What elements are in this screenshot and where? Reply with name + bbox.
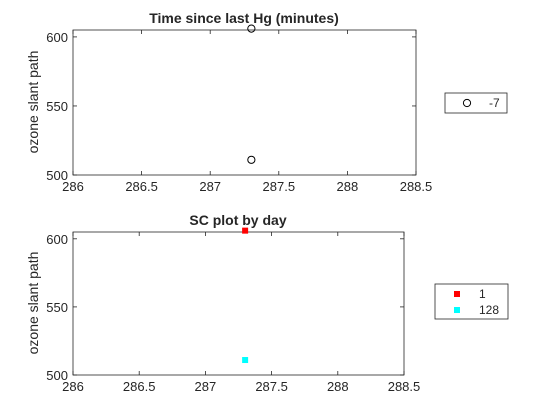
data-markers: [242, 227, 249, 364]
data-point: [247, 155, 256, 164]
legend-marker: [454, 307, 460, 313]
legend-label: 1: [479, 287, 486, 301]
y-tick-label: 600: [46, 232, 68, 247]
x-tick-label: 287: [199, 179, 221, 194]
x-tick-label: 286: [62, 179, 84, 194]
legend: -7: [444, 92, 508, 114]
legend-marker: [462, 98, 472, 108]
x-tick-label: 287.5: [263, 179, 296, 194]
data-point: [247, 24, 256, 33]
data-markers: [247, 24, 256, 164]
legend-marker: [454, 291, 460, 297]
plot-bottom: SC plot by day ozone slant path 286 286.5…: [25, 212, 509, 394]
legend: 1 128: [434, 283, 509, 320]
y-axis-label: ozone slant path: [25, 252, 41, 355]
plot-top: Time since last Hg (minutes) ozone slant…: [25, 10, 508, 194]
plot-title: SC plot by day: [189, 212, 286, 228]
x-tick-label: 288.5: [388, 379, 421, 394]
x-tick-label: 287.5: [255, 379, 288, 394]
legend-box: [434, 283, 509, 320]
y-axis-label: ozone slant path: [25, 51, 41, 154]
x-tick-label: 288: [327, 379, 349, 394]
axis-ticks: 286 286.5 287 287.5 288 288.5 500 550 600: [46, 30, 432, 194]
legend-label: -7: [489, 96, 500, 110]
y-tick-label: 550: [46, 99, 68, 114]
x-tick-label: 288.5: [400, 179, 433, 194]
x-tick-label: 286.5: [125, 179, 158, 194]
y-tick-label: 500: [46, 168, 68, 183]
axes-box: [72, 29, 417, 176]
x-tick-label: 286: [62, 379, 84, 394]
y-tick-label: 550: [46, 300, 68, 315]
plot-title: Time since last Hg (minutes): [149, 10, 339, 26]
data-point: [242, 227, 249, 234]
axes-box: [72, 231, 405, 376]
x-tick-label: 288: [337, 179, 359, 194]
y-tick-label: 500: [46, 368, 68, 383]
legend-box: [444, 92, 508, 114]
axis-ticks: 286 286.5 287 287.5 288 288.5 500 550 600: [46, 232, 420, 394]
x-tick-label: 287: [195, 379, 217, 394]
data-point: [242, 357, 249, 364]
y-tick-label: 600: [46, 30, 68, 45]
x-tick-label: 286.5: [123, 379, 156, 394]
legend-label: 128: [479, 303, 499, 317]
